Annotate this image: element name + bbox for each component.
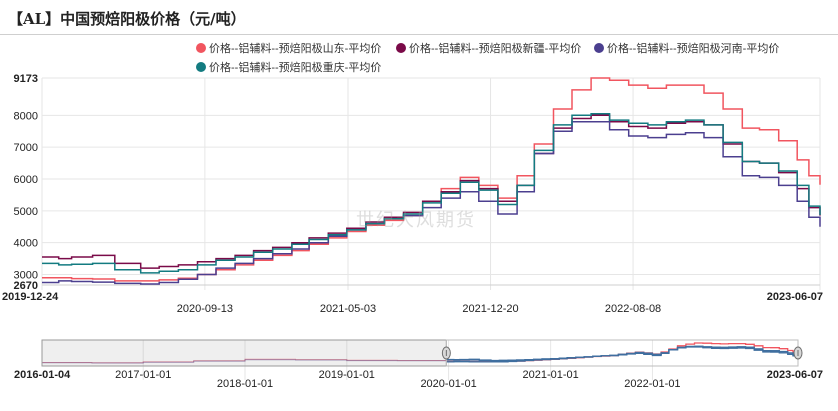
y-tick-label: 2670 (14, 280, 38, 292)
navigator-tick-label: 2021-01-01 (523, 369, 579, 381)
series-line-chongqing (42, 112, 821, 274)
navigator-tick-label: 2023-06-07 (767, 369, 823, 381)
legend-label-henan: 价格--铝辅料--预焙阳极河南-平均价 (607, 43, 780, 55)
legend-item-shandong[interactable]: 价格--铝辅料--预焙阳极山东-平均价 (196, 40, 381, 56)
navigator-tick-label: 2019-01-01 (319, 369, 375, 381)
watermark: 世纪大风期货 (356, 210, 476, 231)
title-divider (0, 34, 838, 35)
chart-title: 【AL】中国预焙阳极价格（元/吨） (8, 10, 246, 28)
navigator-unselected-mask (41, 339, 447, 367)
legend-item-chongqing[interactable]: 价格--铝辅料--预焙阳极重庆-平均价 (196, 59, 381, 75)
x-tick-label: 2019-12-24 (2, 291, 59, 303)
y-tick-label: 7000 (14, 142, 38, 154)
y-tick-label: 6000 (14, 174, 38, 186)
legend-marker-xinjiang (396, 43, 406, 53)
navigator-tick-label: 2018-01-01 (217, 378, 273, 390)
navigator-handle-right[interactable] (793, 346, 803, 360)
x-tick-label: 2021-12-20 (462, 303, 518, 315)
navigator-series-chongqing (446, 345, 799, 362)
navigator-tick-label: 2020-01-01 (420, 378, 476, 390)
legend-label-shandong: 价格--铝辅料--预焙阳极山东-平均价 (209, 43, 382, 55)
legend-marker-henan (594, 43, 604, 53)
x-tick-label: 2020-09-13 (177, 303, 233, 315)
navigator-tick-label: 2016-01-04 (14, 369, 71, 381)
navigator-tick-label: 2017-01-01 (115, 369, 171, 381)
x-tick-label: 2021-05-03 (320, 303, 376, 315)
y-tick-label: 8000 (14, 110, 38, 122)
y-tick-label: 5000 (14, 206, 38, 218)
x-tick-label: 2023-06-07 (767, 291, 823, 303)
legend-marker-chongqing (196, 62, 206, 72)
x-tick-label: 2022-08-08 (605, 303, 661, 315)
legend-label-chongqing: 价格--铝辅料--预焙阳极重庆-平均价 (209, 62, 382, 74)
legend-label-xinjiang: 价格--铝辅料--预焙阳极新疆-平均价 (409, 43, 582, 55)
legend-item-xinjiang[interactable]: 价格--铝辅料--预焙阳极新疆-平均价 (396, 40, 581, 56)
legend-item-henan[interactable]: 价格--铝辅料--预焙阳极河南-平均价 (594, 40, 779, 56)
navigator-handle-left[interactable] (441, 346, 451, 360)
legend-marker-shandong (196, 43, 206, 53)
navigator-tick-label: 2022-01-01 (624, 378, 680, 390)
legend: 价格--铝辅料--预焙阳极山东-平均价 价格--铝辅料--预焙阳极新疆-平均价 … (0, 37, 838, 77)
y-tick-label: 9173 (14, 73, 38, 85)
y-tick-label: 4000 (14, 238, 38, 250)
navigator-series-context (42, 359, 447, 364)
y-tick-label: 3000 (14, 269, 38, 281)
